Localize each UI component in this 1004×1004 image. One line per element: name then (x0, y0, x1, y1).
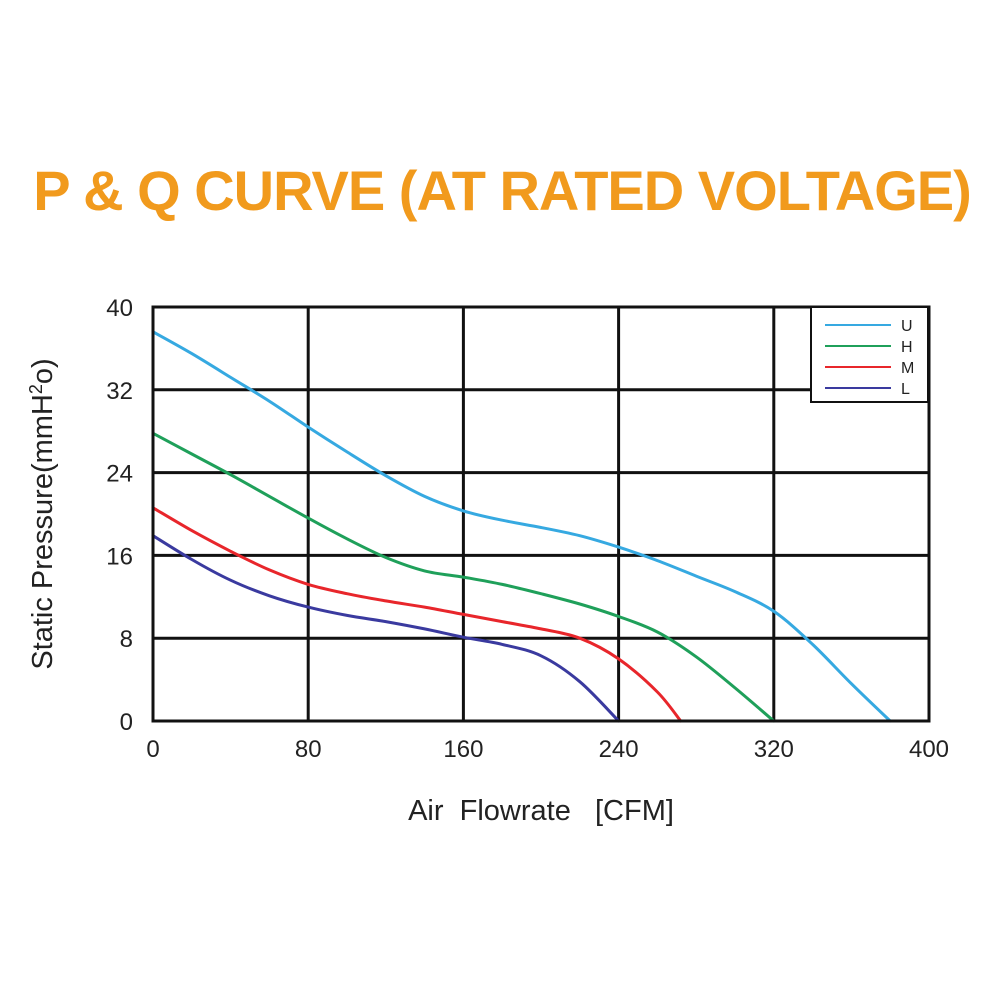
grid-lines (153, 307, 929, 721)
x-tick-label-240: 240 (599, 736, 639, 763)
y-axis-label-superscript: 2 (26, 384, 46, 394)
chart-title: P & Q CURVE (AT RATED VOLTAGE) (33, 159, 972, 222)
legend-label-u: U (901, 318, 913, 335)
y-tick-label-40: 40 (106, 295, 133, 322)
legend-label-l: L (901, 381, 910, 398)
x-tick-label-0: 0 (146, 736, 159, 763)
series-line-u (151, 330, 892, 723)
y-axis-label-main: Static Pressure(mmH (27, 394, 59, 670)
x-tick-label-400: 400 (909, 736, 949, 763)
y-axis-label-end: o) (27, 358, 59, 384)
y-tick-label-32: 32 (106, 378, 133, 405)
tick-labels: 0 80 160 240 320 400 0 8 16 24 32 40 (106, 295, 949, 763)
x-axis-label: Air Flowrate [CFM] (408, 795, 674, 827)
series-lines (151, 330, 892, 723)
series-line-l (151, 534, 621, 723)
y-tick-label-24: 24 (106, 461, 133, 488)
legend-label-m: M (901, 360, 914, 377)
series-line-h (151, 431, 776, 723)
legend-label-h: H (901, 339, 913, 356)
y-axis-label: Static Pressure(mmH2o) (26, 358, 59, 669)
series-line-m (151, 506, 683, 723)
x-tick-label-160: 160 (443, 736, 483, 763)
legend-box (810, 306, 929, 403)
x-tick-label-80: 80 (295, 736, 322, 763)
plot-frame (151, 305, 931, 723)
x-tick-label-320: 320 (754, 736, 794, 763)
y-tick-label-0: 0 (120, 709, 133, 736)
y-tick-label-8: 8 (120, 626, 133, 653)
y-tick-label-16: 16 (106, 543, 133, 570)
